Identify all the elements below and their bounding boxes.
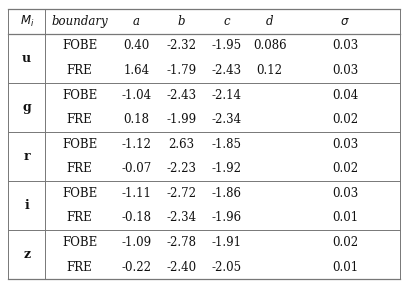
Text: 0.18: 0.18 [123,113,149,126]
Text: 0.01: 0.01 [332,260,358,274]
Text: FOBE: FOBE [62,236,97,249]
Text: 0.03: 0.03 [332,138,358,151]
Text: FOBE: FOBE [62,187,97,200]
Text: 0.12: 0.12 [257,64,283,77]
Text: z: z [23,248,30,261]
Text: 2.63: 2.63 [168,138,195,151]
Text: -1.96: -1.96 [211,211,242,224]
Text: -1.09: -1.09 [121,236,152,249]
Text: FOBE: FOBE [62,138,97,151]
Text: $M_i$: $M_i$ [19,14,34,28]
Text: -2.32: -2.32 [166,39,196,52]
Text: u: u [22,52,31,65]
Text: boundary: boundary [51,15,108,28]
Text: -1.11: -1.11 [122,187,152,200]
Text: 0.03: 0.03 [332,39,358,52]
Text: r: r [23,150,30,163]
Text: -1.86: -1.86 [212,187,242,200]
Text: -1.85: -1.85 [212,138,242,151]
Text: 0.02: 0.02 [332,162,358,175]
Text: -2.72: -2.72 [166,187,196,200]
Text: -2.14: -2.14 [212,89,242,101]
Text: $\sigma$: $\sigma$ [340,15,350,28]
Text: FOBE: FOBE [62,89,97,101]
Text: FRE: FRE [67,113,93,126]
Text: -2.23: -2.23 [166,162,196,175]
Text: 0.40: 0.40 [123,39,149,52]
Text: d: d [266,15,274,28]
Text: -1.99: -1.99 [166,113,197,126]
Text: -1.79: -1.79 [166,64,197,77]
Text: a: a [133,15,140,28]
Text: -2.43: -2.43 [166,89,197,101]
Text: -2.43: -2.43 [211,64,242,77]
Text: -2.34: -2.34 [166,211,197,224]
Text: FRE: FRE [67,211,93,224]
Text: 0.01: 0.01 [332,211,358,224]
Text: -0.07: -0.07 [121,162,152,175]
Text: -0.22: -0.22 [122,260,152,274]
Text: FRE: FRE [67,64,93,77]
Text: -0.18: -0.18 [122,211,152,224]
Text: -2.05: -2.05 [211,260,242,274]
Text: -1.91: -1.91 [212,236,242,249]
Text: 1.64: 1.64 [123,64,149,77]
Text: 0.04: 0.04 [332,89,358,101]
Text: -2.78: -2.78 [166,236,196,249]
Text: -2.34: -2.34 [211,113,242,126]
Text: -2.40: -2.40 [166,260,197,274]
Text: -1.92: -1.92 [212,162,242,175]
Text: 0.03: 0.03 [332,187,358,200]
Text: -1.04: -1.04 [121,89,152,101]
Text: b: b [178,15,185,28]
Text: 0.02: 0.02 [332,113,358,126]
Text: 0.086: 0.086 [253,39,286,52]
Text: FOBE: FOBE [62,39,97,52]
Text: 0.02: 0.02 [332,236,358,249]
Text: FRE: FRE [67,162,93,175]
Text: i: i [24,199,29,212]
Text: c: c [223,15,230,28]
Text: -1.95: -1.95 [211,39,242,52]
Text: -1.12: -1.12 [122,138,152,151]
Text: 0.03: 0.03 [332,64,358,77]
Text: g: g [22,101,31,114]
Text: FRE: FRE [67,260,93,274]
